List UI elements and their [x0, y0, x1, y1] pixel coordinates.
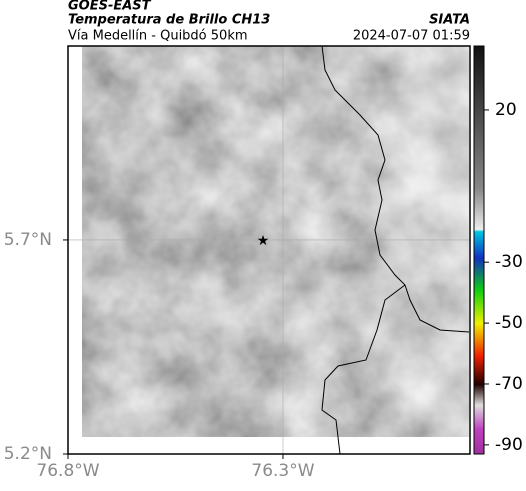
- imagery: [82, 46, 469, 437]
- border: [321, 284, 406, 455]
- border: [321, 45, 470, 333]
- x-tick-label: 76.8°W: [36, 461, 99, 481]
- title: GOES-EAST: [68, 0, 152, 14]
- colorbar: [473, 45, 485, 455]
- y-tick-label: 5.7°N: [4, 230, 52, 250]
- location: Vía Medellín - Quibdó 50km: [68, 29, 248, 44]
- agency: SIATA: [429, 13, 470, 28]
- image-shade: [82, 46, 469, 437]
- colorbar-tick-label: -70: [495, 374, 523, 394]
- subtitle: Temperatura de Brillo CH13: [68, 13, 270, 28]
- location-marker: ★: [257, 233, 270, 249]
- x-tick-label: 76.3°W: [251, 461, 314, 481]
- timestamp: 2024-07-07 01:59: [353, 29, 470, 44]
- colorbar-tick-label: -30: [495, 252, 523, 272]
- colorbar-tick-label: 20: [495, 100, 517, 120]
- y-tick-label: 5.2°N: [4, 444, 52, 464]
- map-frame: [67, 45, 471, 455]
- axes: 76.8°W 76.3°W 5.2°N 5.7°N 20 -30 -50 -70 -90: [4, 100, 523, 481]
- colorbar-tick-label: -50: [495, 313, 523, 333]
- colorbar-tick-label: -90: [495, 435, 523, 455]
